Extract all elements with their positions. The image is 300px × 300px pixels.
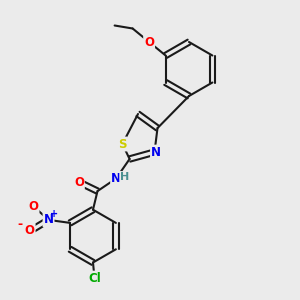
Text: O: O bbox=[25, 224, 34, 237]
Text: O: O bbox=[144, 35, 154, 49]
Text: Cl: Cl bbox=[88, 272, 101, 285]
Text: S: S bbox=[118, 137, 127, 151]
Text: O: O bbox=[28, 200, 38, 213]
Text: N: N bbox=[111, 172, 121, 185]
Text: N: N bbox=[151, 146, 161, 159]
Text: N: N bbox=[44, 213, 53, 226]
Text: H: H bbox=[120, 172, 129, 182]
Text: -: - bbox=[17, 218, 22, 231]
Text: O: O bbox=[74, 176, 84, 189]
Text: +: + bbox=[50, 209, 58, 219]
